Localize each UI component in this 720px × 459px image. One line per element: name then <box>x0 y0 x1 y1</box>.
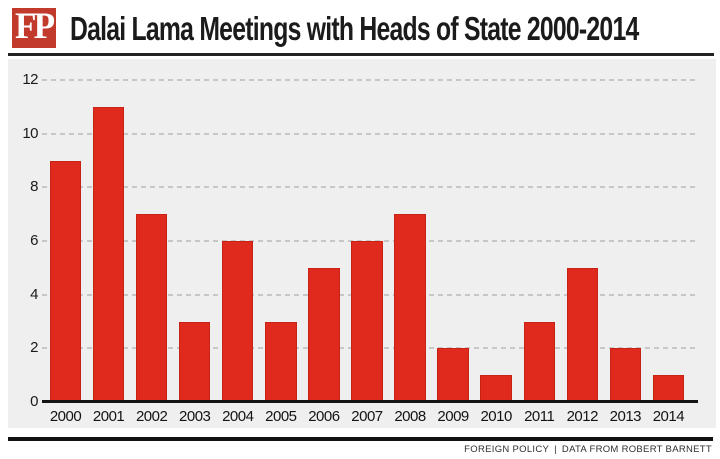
x-tick-label-2005: 2005 <box>265 408 297 425</box>
x-tick-label-2009: 2009 <box>437 408 469 425</box>
y-tick-label-0: 0 <box>30 393 38 410</box>
bar-2005 <box>265 321 297 402</box>
bar-column-2005 <box>259 80 302 402</box>
bar-2014 <box>652 375 685 402</box>
bar-2000 <box>49 160 82 402</box>
bar-2013 <box>609 348 642 402</box>
bar-column-2011 <box>518 80 561 402</box>
bar-column-2014 <box>647 80 690 402</box>
x-tick-label-2002: 2002 <box>135 408 168 425</box>
bar-2008 <box>394 214 426 402</box>
bar-column-2009 <box>432 80 475 402</box>
bar-2002 <box>135 214 168 402</box>
bar-column-2007 <box>345 80 388 402</box>
gridline-y-10 <box>42 132 696 135</box>
credit-line: FOREIGN POLICY | DATA FROM ROBERT BARNETT <box>464 444 712 455</box>
y-tick-label-2: 2 <box>30 339 38 357</box>
x-tick-label-2000: 2000 <box>49 408 82 425</box>
x-tick-label-2011: 2011 <box>524 408 555 425</box>
x-tick-label-2003: 2003 <box>179 408 211 425</box>
bar-2011 <box>523 321 555 402</box>
footer-divider <box>8 437 713 441</box>
bar-2010 <box>480 375 512 402</box>
y-tick-label-12: 12 <box>22 71 38 88</box>
bar-2004 <box>222 241 254 402</box>
bar-column-2010 <box>475 80 518 402</box>
y-tick-label-8: 8 <box>30 178 38 196</box>
bar-2001 <box>92 106 125 402</box>
x-tick-label-2010: 2010 <box>480 408 512 425</box>
bar-column-2012 <box>561 80 604 402</box>
x-axis-labels: 2000 2001 2002 2003 2004 2005 2006 2007 2008 2009… <box>44 408 690 425</box>
bar-column-2008 <box>389 80 432 402</box>
bar-column-2006 <box>302 80 345 402</box>
x-tick-label-2001: 2001 <box>92 408 125 425</box>
x-tick-label-2012: 2012 <box>566 408 599 425</box>
gridline-y-12 <box>42 79 696 81</box>
bar-2009 <box>437 348 469 402</box>
bars-layer <box>44 80 690 402</box>
bar-column-2003 <box>173 80 216 402</box>
x-tick-label-2007: 2007 <box>351 408 383 425</box>
credit-separator: | <box>554 444 557 455</box>
x-tick-label-2014: 2014 <box>652 408 685 425</box>
bar-2012 <box>566 267 598 402</box>
header-divider <box>8 53 714 56</box>
x-axis-line <box>42 400 698 403</box>
fp-logo: FP <box>12 8 56 48</box>
fp-logo-text: FP <box>15 6 55 47</box>
chart-title: Dalai Lama Meetings with Heads of State … <box>70 9 639 47</box>
y-tick-label-6: 6 <box>30 232 38 249</box>
bar-column-2001 <box>87 80 130 402</box>
bar-column-2004 <box>216 80 259 402</box>
y-tick-label-10: 10 <box>22 124 38 142</box>
x-tick-label-2006: 2006 <box>308 408 340 425</box>
bar-column-2002 <box>130 80 173 402</box>
bar-2003 <box>179 321 211 402</box>
credit-attribution: DATA FROM ROBERT BARNETT <box>561 444 712 455</box>
x-tick-label-2008: 2008 <box>394 408 426 425</box>
y-axis-labels: 0 2 4 6 8 10 12 <box>8 71 38 410</box>
x-tick-label-2013: 2013 <box>609 408 642 425</box>
bar-column-2013 <box>604 80 647 402</box>
x-tick-label-2004: 2004 <box>222 408 254 425</box>
bar-column-2000 <box>44 80 87 402</box>
credit-source: FOREIGN POLICY <box>464 444 550 455</box>
gridline-y-8 <box>42 186 696 189</box>
plot-area: 0 2 4 6 8 10 12 2000 2001 2002 2003 2004 2005 2006 20… <box>8 71 716 425</box>
plot-panel: 0 2 4 6 8 10 12 2000 2001 2002 2003 2004 2005 2006 20… <box>8 59 716 428</box>
bar-2006 <box>308 267 340 402</box>
y-tick-label-4: 4 <box>30 285 38 303</box>
bar-2007 <box>351 241 383 402</box>
